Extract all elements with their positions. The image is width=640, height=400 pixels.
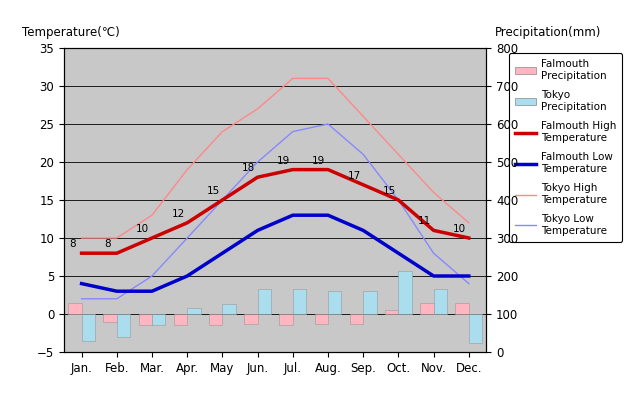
Bar	[244, 314, 257, 324]
Legend: Falmouth
Precipitation, Tokyo
Precipitation, Falmouth High
Temperature, Falmouth: Falmouth Precipitation, Tokyo Precipitat…	[509, 53, 623, 242]
Bar	[257, 289, 271, 314]
Bar	[385, 310, 398, 314]
Bar	[350, 314, 363, 324]
Text: 19: 19	[277, 156, 290, 166]
Text: 10: 10	[453, 224, 466, 234]
Bar	[433, 289, 447, 314]
Bar	[468, 314, 482, 343]
Bar	[456, 302, 468, 314]
Bar	[104, 314, 116, 322]
Text: 10: 10	[136, 224, 149, 234]
Text: 17: 17	[348, 171, 360, 181]
Bar	[328, 291, 341, 314]
Text: 12: 12	[172, 209, 184, 219]
Bar	[139, 314, 152, 326]
Text: 15: 15	[207, 186, 220, 196]
Bar	[152, 314, 165, 326]
Text: 15: 15	[383, 186, 396, 196]
Bar	[315, 314, 328, 324]
Bar	[363, 291, 376, 314]
Text: 8: 8	[104, 239, 111, 249]
Text: 19: 19	[312, 156, 325, 166]
Bar	[187, 308, 200, 314]
Text: Temperature(℃): Temperature(℃)	[22, 26, 120, 39]
Bar	[420, 302, 434, 314]
Text: 11: 11	[418, 216, 431, 226]
Bar	[280, 314, 292, 325]
Bar	[174, 314, 187, 326]
Bar	[223, 304, 236, 314]
Text: 18: 18	[242, 163, 255, 173]
Bar	[398, 272, 412, 314]
Bar	[209, 314, 223, 326]
Bar	[292, 289, 306, 314]
Bar	[68, 302, 82, 314]
Bar	[116, 314, 130, 337]
Bar	[82, 314, 95, 341]
Text: 8: 8	[69, 239, 76, 249]
Text: Precipitation(mm): Precipitation(mm)	[495, 26, 601, 39]
